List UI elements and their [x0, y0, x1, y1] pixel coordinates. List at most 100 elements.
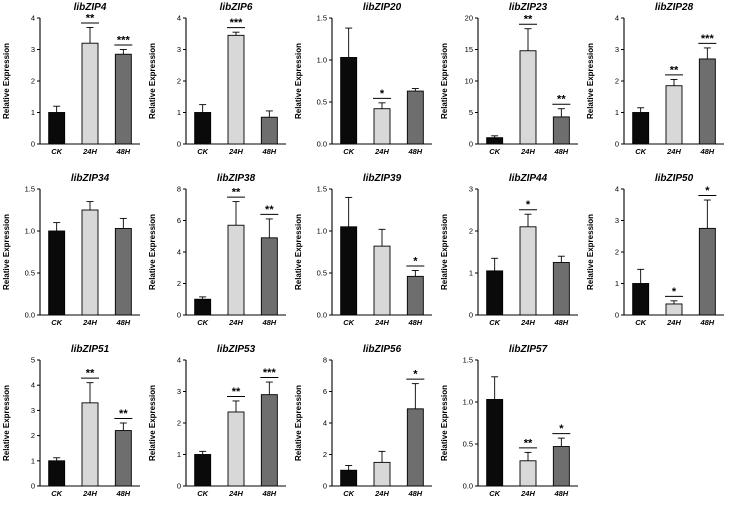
y-tick-label: 4: [31, 381, 35, 390]
y-tick-label: 10: [465, 77, 473, 86]
bar-CK: [340, 469, 358, 487]
sig-stars: **: [524, 14, 533, 26]
bar-24H: [227, 224, 245, 316]
x-tick-label: 48H: [115, 318, 130, 327]
panel-libZIP34: libZIP34 0.0 0.5 1.0 1.5 Relative Expression C…: [2, 173, 140, 327]
y-tick-label: 0: [323, 482, 327, 491]
y-tick-label: 4: [615, 185, 619, 194]
sig-stars: **: [232, 187, 241, 199]
y-axis-label: Relative Expression: [586, 43, 595, 119]
y-tick-label: 1: [31, 108, 35, 117]
bar-24H: [81, 209, 99, 316]
panel-title: libZIP28: [655, 2, 694, 13]
y-axis-label: Relative Expression: [148, 43, 157, 119]
sig-stars: **: [86, 368, 95, 380]
y-tick-label: 4: [31, 14, 35, 23]
y-tick-label: 2: [177, 279, 181, 288]
bar-CK: [48, 230, 66, 316]
bar-48H: [698, 58, 716, 145]
y-tick-label: 4: [615, 14, 619, 23]
y-axis-label: Relative Expression: [294, 385, 303, 461]
y-tick-label: 0.0: [463, 482, 473, 491]
sig-stars: ***: [117, 35, 131, 47]
y-tick-label: 0: [469, 311, 473, 320]
panel-libZIP38: libZIP38 0 2 4 6 8 Relative Expression CK 24H ** 4…: [148, 173, 286, 327]
y-axis-label: Relative Expression: [586, 214, 595, 290]
x-tick-label: CK: [51, 318, 62, 327]
y-tick-label: 2: [323, 450, 327, 459]
y-tick-label: 2: [615, 248, 619, 257]
x-tick-label: 24H: [374, 147, 389, 156]
panel-libZIP44: libZIP44 0 1 2 3 Relative Expression CK 24H * 48H: [440, 173, 578, 327]
bar-24H: [81, 42, 99, 145]
bar-48H: [552, 116, 570, 145]
x-tick-label: 48H: [553, 489, 568, 498]
y-tick-label: 8: [177, 185, 181, 194]
y-tick-label: 0: [615, 140, 619, 149]
x-tick-label: 24H: [520, 318, 535, 327]
y-tick-label: 4: [177, 248, 181, 257]
y-tick-label: 1.0: [463, 398, 473, 407]
bar-48H: [114, 430, 132, 487]
y-tick-label: 1.0: [317, 227, 327, 236]
x-tick-label: 48H: [115, 489, 130, 498]
x-tick-label: CK: [343, 489, 354, 498]
panel-title: libZIP38: [217, 173, 256, 184]
x-tick-label: 48H: [699, 318, 714, 327]
y-tick-label: 0.5: [317, 98, 327, 107]
y-tick-label: 2: [615, 77, 619, 86]
sig-stars: *: [672, 286, 677, 298]
bar-24H: [519, 226, 537, 316]
sig-stars: **: [119, 408, 128, 420]
panel-title: libZIP6: [220, 2, 253, 13]
x-tick-label: 24H: [520, 147, 535, 156]
bar-CK: [48, 460, 66, 487]
y-tick-label: 4: [177, 356, 181, 365]
x-tick-label: CK: [197, 489, 208, 498]
bar-48H: [406, 90, 424, 145]
y-tick-label: 0: [177, 482, 181, 491]
x-tick-label: CK: [489, 318, 500, 327]
sig-stars: **: [265, 204, 274, 216]
y-tick-label: 1.5: [25, 185, 35, 194]
bar-24H: [519, 50, 537, 145]
bar-CK: [340, 226, 358, 316]
x-tick-label: 48H: [699, 147, 714, 156]
panel-libZIP4: libZIP4 0 1 2 3 4 Relative Expression CK 24H ** 48…: [2, 2, 140, 156]
y-tick-label: 2: [469, 227, 473, 236]
x-tick-label: CK: [489, 147, 500, 156]
bar-CK: [194, 454, 212, 487]
x-tick-label: 24H: [82, 318, 97, 327]
sig-stars: *: [705, 185, 710, 197]
bar-CK: [632, 112, 650, 145]
x-tick-label: 24H: [228, 318, 243, 327]
bar-24H: [373, 245, 391, 316]
panel-libZIP56: libZIP56 0 2 4 6 8 Relative Expression CK 24H 48H…: [294, 344, 432, 498]
panel-title: libZIP53: [217, 344, 256, 355]
bar-48H: [260, 116, 278, 145]
x-tick-label: 24H: [520, 489, 535, 498]
bar-24H: [81, 402, 99, 487]
panel-libZIP28: libZIP28 0 1 2 3 4 Relative Expression CK 24H ** 4…: [586, 2, 724, 156]
y-tick-label: 0.5: [25, 269, 35, 278]
x-tick-label: 24H: [228, 489, 243, 498]
bar-48H: [406, 408, 424, 487]
panel-libZIP39: libZIP39 0.0 0.5 1.0 1.5 Relative Expression C…: [294, 173, 432, 327]
y-tick-label: 0: [469, 140, 473, 149]
x-tick-label: 24H: [666, 318, 681, 327]
y-tick-label: 6: [323, 387, 327, 396]
x-tick-label: 24H: [82, 489, 97, 498]
y-tick-label: 1.0: [25, 227, 35, 236]
y-tick-label: 3: [469, 185, 473, 194]
bar-CK: [486, 399, 504, 487]
panel-title: libZIP4: [74, 2, 107, 13]
panel-libZIP23: libZIP23 0 5 10 15 20 Relative Expression CK 24H…: [440, 2, 578, 156]
bar-48H: [260, 237, 278, 316]
bar-24H: [665, 85, 683, 145]
bar-48H: [114, 53, 132, 145]
y-tick-label: 20: [465, 14, 473, 23]
panel-libZIP20: libZIP20 0.0 0.5 1.0 1.5 Relative Expression C…: [294, 2, 432, 156]
panel-title: libZIP39: [363, 173, 402, 184]
sig-stars: *: [413, 369, 418, 381]
x-tick-label: 48H: [261, 147, 276, 156]
